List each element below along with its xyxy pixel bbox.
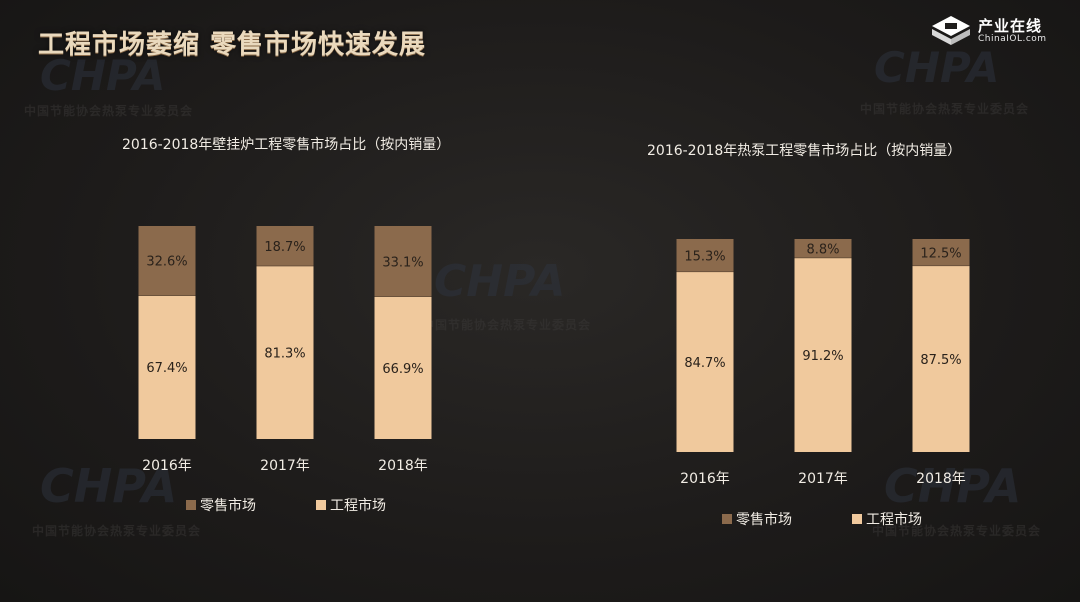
watermark-logo-icon: CHPA — [40, 51, 165, 100]
chart-title-left: 2016-2018年壁挂炉工程零售市场占比（按内销量） — [122, 137, 451, 153]
watermark-org-name: 中国节能协会热泵专业委员会 — [24, 104, 194, 118]
data-label-engineering-1: 81.3% — [264, 346, 305, 361]
bar-engineering-0 — [676, 271, 734, 452]
legend-label-0: 零售市场 — [200, 497, 256, 514]
watermark-org-name: 中国节能协会热泵专业委员会 — [32, 524, 202, 538]
watermark-logo-icon: CHPA — [40, 459, 177, 513]
data-label-engineering-2: 66.9% — [382, 362, 423, 377]
category-label-2: 2018年 — [378, 458, 428, 474]
bar-engineering-1 — [794, 257, 852, 452]
bar-engineering-0 — [138, 295, 196, 439]
data-label-retail-0: 32.6% — [146, 255, 187, 270]
watermark-bottom-right: CHPA 中国节能协会热泵专业委员会 — [870, 440, 1075, 540]
bar-retail-0 — [676, 239, 734, 272]
watermark-org-name: 中国节能协会热泵专业委员会 — [422, 318, 592, 332]
bar-retail-1 — [256, 226, 314, 266]
category-label-0: 2016年 — [680, 471, 730, 487]
bar-retail-2 — [912, 239, 970, 266]
data-label-retail-1: 8.8% — [806, 242, 839, 257]
watermark-top-left: CHPA 中国节能协会热泵专业委员会 — [20, 50, 250, 130]
legend-label-0: 零售市场 — [736, 511, 792, 528]
page-title: 工程市场萎缩 零售市场快速发展 — [38, 30, 427, 60]
brand-url: ChinaIOL.com — [978, 34, 1047, 44]
brand-logo-icon — [932, 16, 970, 45]
watermark-org-name: 中国节能协会热泵专业委员会 — [860, 102, 1030, 116]
bar-retail-2 — [374, 226, 432, 297]
data-label-retail-1: 18.7% — [264, 240, 305, 255]
legend-swatch-1 — [852, 514, 862, 524]
watermark-logo-icon: CHPA — [884, 459, 1021, 513]
watermark-center: CHPA 中国节能协会热泵专业委员会 — [420, 240, 640, 332]
svg-text:CHPA: CHPA — [434, 256, 565, 307]
bar-retail-1 — [794, 239, 852, 258]
watermark-logo-icon: CHPA — [434, 256, 565, 307]
category-label-0: 2016年 — [142, 458, 192, 474]
svg-text:CHPA: CHPA — [40, 459, 177, 510]
watermark-logo-icon: CHPA — [874, 43, 999, 92]
legend-swatch-0 — [722, 514, 732, 524]
svg-text:CHPA: CHPA — [874, 43, 999, 92]
bar-retail-0 — [138, 226, 196, 296]
chart-right: 84.7% 15.3% 2016年 91.2% 8.8% 2017年 87.5% 12.5% 2… — [676, 239, 970, 528]
bar-engineering-2 — [374, 296, 432, 439]
category-label-1: 2017年 — [798, 471, 848, 487]
brand-logo: 产业在线 ChinaIOL.com — [930, 14, 1070, 48]
bar-engineering-2 — [912, 265, 970, 452]
data-label-retail-0: 15.3% — [684, 249, 725, 264]
bar-engineering-1 — [256, 265, 314, 439]
data-label-engineering-0: 67.4% — [146, 361, 187, 376]
svg-text:CHPA: CHPA — [884, 459, 1021, 510]
data-label-engineering-1: 91.2% — [802, 349, 843, 364]
data-label-retail-2: 33.1% — [382, 255, 423, 270]
legend-swatch-1 — [316, 500, 326, 510]
legend-label-1: 工程市场 — [866, 511, 922, 528]
category-label-1: 2017年 — [260, 458, 310, 474]
data-label-engineering-0: 84.7% — [684, 356, 725, 371]
watermark-bottom-left: CHPA 中国节能协会热泵专业委员会 — [30, 440, 250, 540]
watermark-top-right: CHPA 中国节能协会热泵专业委员会 — [858, 36, 1078, 116]
category-label-2: 2018年 — [916, 471, 966, 487]
data-label-engineering-2: 87.5% — [920, 353, 961, 368]
legend-swatch-0 — [186, 500, 196, 510]
legend-label-1: 工程市场 — [330, 497, 386, 514]
chart-left: 67.4% 32.6% 2016年 81.3% 18.7% 2017年 66.9% 33.1%… — [138, 226, 432, 514]
chart-title-right: 2016-2018年热泵工程零售市场占比（按内销量） — [647, 143, 962, 159]
brand-name: 产业在线 — [978, 17, 1043, 35]
svg-text:CHPA: CHPA — [40, 51, 165, 100]
watermark-org-name: 中国节能协会热泵专业委员会 — [872, 524, 1042, 538]
data-label-retail-2: 12.5% — [920, 246, 961, 261]
